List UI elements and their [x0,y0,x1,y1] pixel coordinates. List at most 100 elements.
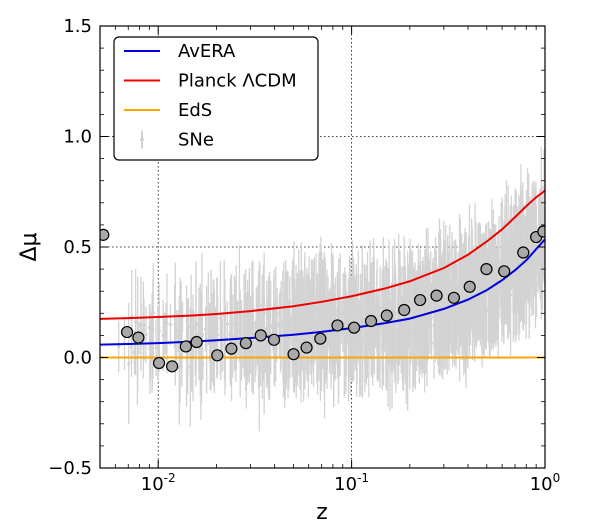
sne-point [302,315,306,320]
sne-point [466,309,470,313]
sne-point [445,314,449,318]
binned-point [190,335,203,349]
sne-point [452,311,457,316]
x-tick-exponent: 0 [553,471,561,485]
sne-point [426,288,430,292]
sne-point [199,351,203,355]
sne-point [209,327,213,332]
sne-point [476,264,480,268]
sne-point [295,345,299,350]
sne-point [413,331,417,335]
sne-point [287,343,291,347]
sne-point [389,325,394,330]
sne-point [272,325,276,329]
sne-point [506,277,510,281]
sne-point [161,333,165,338]
x-tick-exponent: -1 [357,471,369,485]
sne-point [260,303,264,307]
sne-point [322,358,327,362]
sne-point [381,293,385,297]
sne-point [447,308,451,313]
sne-point [512,263,516,268]
sne-point [311,339,315,344]
binned-point [166,360,179,373]
sne-point [454,325,458,330]
sne-point [188,365,192,369]
binned-point [480,263,493,276]
y-tick-label: −0.5 [48,458,92,479]
sne-point [333,309,338,313]
binned-point [498,265,511,278]
sne-point [225,322,229,326]
binned-point [225,342,238,355]
sne-point [259,347,263,351]
sne-point [127,361,131,366]
sne-point [434,306,438,310]
sne-point [403,328,407,333]
binned-point [380,309,393,322]
sne-point [142,323,146,327]
sne-point [133,320,138,324]
sne-point [420,317,424,321]
x-tick-base: 10 [530,474,553,495]
binned-point [413,293,427,307]
sne-point [306,310,310,314]
binned-point [347,321,361,334]
sne-point [277,324,281,328]
sne-point [483,285,487,289]
sne-point [211,324,216,328]
binned-point [398,303,411,317]
legend-label: AvERA [178,41,236,62]
sne-point [492,294,497,298]
sne-point [432,323,436,327]
y-tick-label: 1.0 [63,127,92,148]
sne-point [386,351,390,355]
sne-point [424,324,428,328]
binned-point [331,319,344,332]
sne-point [522,227,526,231]
x-axis-label: z [316,500,328,525]
sne-point [282,319,286,323]
sne-point [257,320,261,324]
sne-point [480,279,484,283]
binned-point [447,291,460,304]
binned-point [287,348,300,361]
legend-swatch-point [140,137,144,142]
binned-point [314,332,327,345]
sne-point [313,325,317,329]
sne-point [177,366,181,370]
ticks [100,25,546,469]
sne-point [459,313,463,317]
sne-point [353,311,357,316]
sne-point [206,307,210,311]
sne-point [191,324,196,329]
sne-point [331,306,335,310]
sne-point [517,239,521,243]
sne-point [251,307,255,311]
legend-label: SNe [178,130,214,151]
sne-point [255,313,259,317]
sne-point [386,296,390,300]
sne-point [530,258,534,263]
sne-point [218,316,222,320]
sne-point [463,274,467,278]
legend-label: EdS [178,100,212,121]
binned-point [239,337,252,350]
binned-point [100,228,110,241]
sne-point [164,321,168,325]
sne-point [235,321,240,325]
sne-point [176,328,181,332]
binned-point [254,329,267,342]
y-tick-label: 0.5 [63,237,92,258]
sne-point [370,307,374,311]
sne-point [360,342,365,346]
x-tick-label: 100 [530,471,561,495]
sne-point [469,304,473,308]
sne-point [429,341,434,345]
sne-point [215,325,219,330]
sne-point [237,301,242,305]
sne-point [416,333,421,337]
binned-point [179,340,192,353]
sne-point [297,327,301,332]
